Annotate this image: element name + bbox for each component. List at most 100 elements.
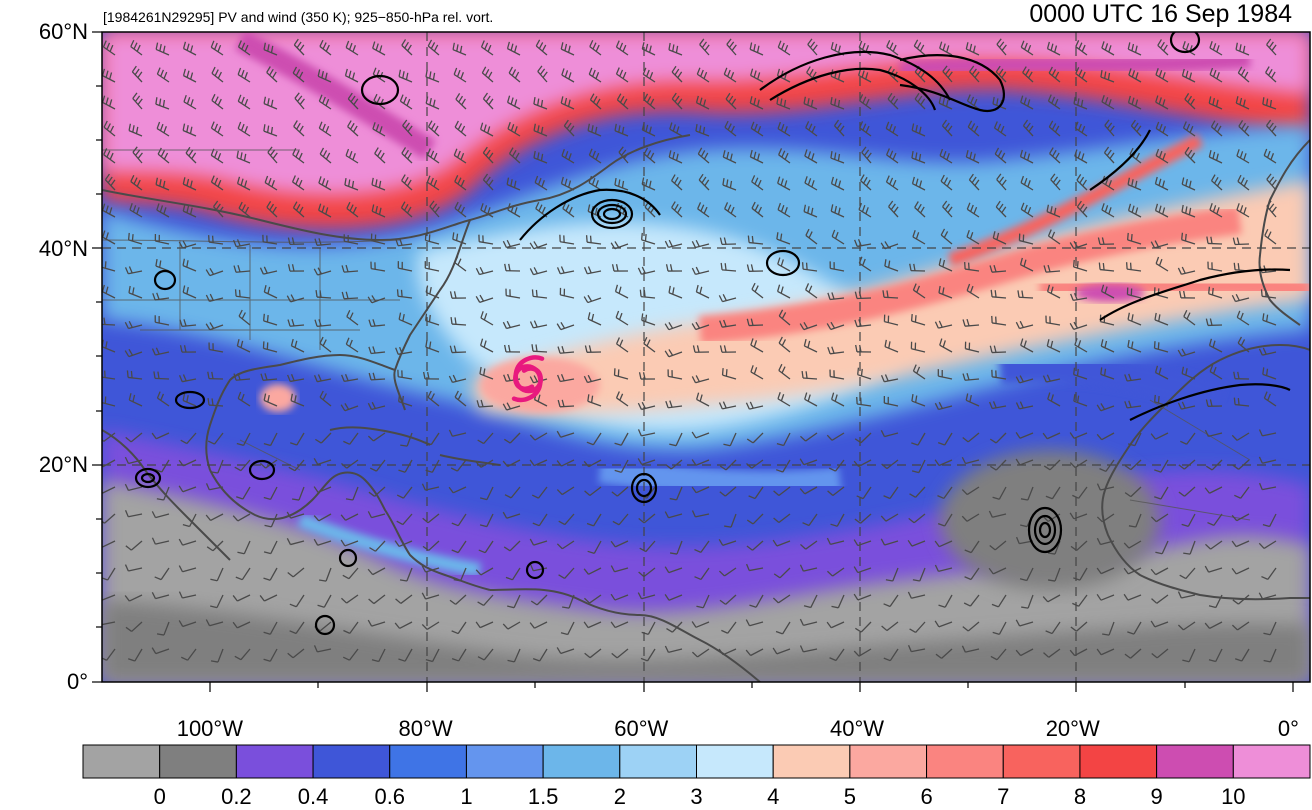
- wind-barb: [994, 147, 1007, 164]
- wind-barb: [1181, 366, 1196, 380]
- wind-barb: [962, 373, 980, 381]
- wind-barb: [151, 511, 170, 519]
- wind-barb: [991, 315, 1007, 326]
- wind-barb: [480, 40, 494, 56]
- wind-barb: [155, 42, 170, 56]
- wind-barb: [1100, 70, 1115, 83]
- wind-barb: [1157, 39, 1169, 56]
- wind-barb: [425, 69, 440, 83]
- wind-barb: [1015, 432, 1034, 439]
- wind-barb: [479, 366, 494, 380]
- wind-barb: [1231, 513, 1250, 522]
- wind-barb: [1235, 42, 1250, 56]
- wind-barb: [368, 319, 386, 328]
- wind-barb: [584, 648, 602, 659]
- wind-barb: [1262, 97, 1277, 110]
- wind-barb: [293, 120, 305, 137]
- wind-barb: [942, 200, 953, 218]
- wind-barb: [259, 266, 278, 275]
- wind-barb: [1150, 620, 1169, 628]
- wind-barb: [263, 621, 278, 635]
- wind-barb: [398, 69, 413, 83]
- wind-barb: [1184, 146, 1196, 164]
- wind-barb: [939, 338, 953, 353]
- wind-barb: [934, 620, 953, 628]
- wind-barb: [396, 486, 413, 499]
- wind-barb: [937, 513, 953, 527]
- wind-barb: [422, 371, 440, 380]
- wind-barb: [1069, 432, 1088, 439]
- wind-barb: [529, 621, 548, 629]
- wind-barb: [313, 486, 332, 493]
- wind-barb: [453, 67, 467, 83]
- wind-barb: [907, 644, 926, 653]
- wind-barb: [1232, 594, 1250, 605]
- wind-barb: [232, 621, 251, 629]
- colorbar-tick-label: 6: [920, 784, 933, 809]
- wind-barb: [1018, 233, 1034, 245]
- wind-barb: [995, 200, 1007, 218]
- wind-barb: [804, 149, 818, 164]
- wind-barb: [502, 459, 521, 468]
- wind-barb: [1020, 95, 1034, 110]
- wind-barb: [859, 121, 872, 137]
- wind-barb: [1234, 648, 1250, 662]
- wind-barb: [990, 648, 1007, 661]
- tropical-cyclone-icon: [511, 355, 545, 403]
- wind-barb: [1019, 567, 1034, 582]
- wind-barb: [1096, 432, 1115, 441]
- wind-barb: [826, 537, 845, 545]
- wind-barb: [1238, 120, 1250, 137]
- wind-barb: [560, 621, 575, 636]
- wind-barb: [507, 594, 521, 609]
- wind-barb: [668, 150, 683, 164]
- wind-barb: [205, 483, 224, 491]
- wind-barb: [346, 309, 359, 326]
- wind-barb: [695, 284, 710, 299]
- wind-barb: [664, 239, 683, 249]
- wind-barb: [1128, 513, 1142, 528]
- wind-barb: [963, 594, 980, 607]
- wind-barb: [667, 369, 683, 380]
- wind-barb: [1126, 287, 1142, 299]
- wind-barb: [1096, 483, 1115, 491]
- wind-barb: [966, 283, 980, 299]
- wind-barb: [314, 319, 332, 328]
- wind-barb: [529, 241, 548, 250]
- wind-barb: [1022, 119, 1034, 137]
- wind-barb: [449, 345, 467, 354]
- wind-barb: [1150, 432, 1169, 440]
- wind-barb: [1177, 621, 1196, 631]
- wind-barb: [450, 317, 467, 326]
- wind-barb: [503, 540, 521, 552]
- wind-barb: [996, 173, 1007, 191]
- wind-barb: [340, 513, 359, 521]
- wind-barb: [665, 400, 683, 409]
- wind-barb: [1258, 482, 1277, 491]
- colorbar-tick-label: 1: [460, 784, 473, 809]
- wind-barb: [151, 592, 170, 600]
- wind-barb: [1205, 540, 1223, 550]
- wind-barb: [721, 368, 737, 380]
- wind-barb: [1049, 147, 1061, 164]
- colorbar-swatch: [542, 744, 621, 779]
- wind-barb: [961, 513, 980, 522]
- wind-barb: [102, 230, 116, 245]
- wind-barb: [103, 120, 116, 137]
- wind-barb: [394, 540, 413, 548]
- wind-barb: [1127, 621, 1142, 635]
- wind-barb: [480, 122, 494, 137]
- wind-barb: [885, 175, 899, 191]
- wind-barb: [557, 399, 575, 408]
- wind-barb: [967, 120, 980, 137]
- wind-barb: [341, 459, 359, 469]
- wind-barb: [267, 146, 278, 164]
- wind-barb: [155, 97, 170, 110]
- wind-barb: [1015, 401, 1034, 410]
- wind-barb: [1258, 429, 1277, 437]
- wind-barb: [748, 486, 764, 500]
- wind-barb: [1100, 284, 1115, 299]
- wind-barb: [151, 647, 170, 655]
- wind-barb: [1015, 320, 1034, 330]
